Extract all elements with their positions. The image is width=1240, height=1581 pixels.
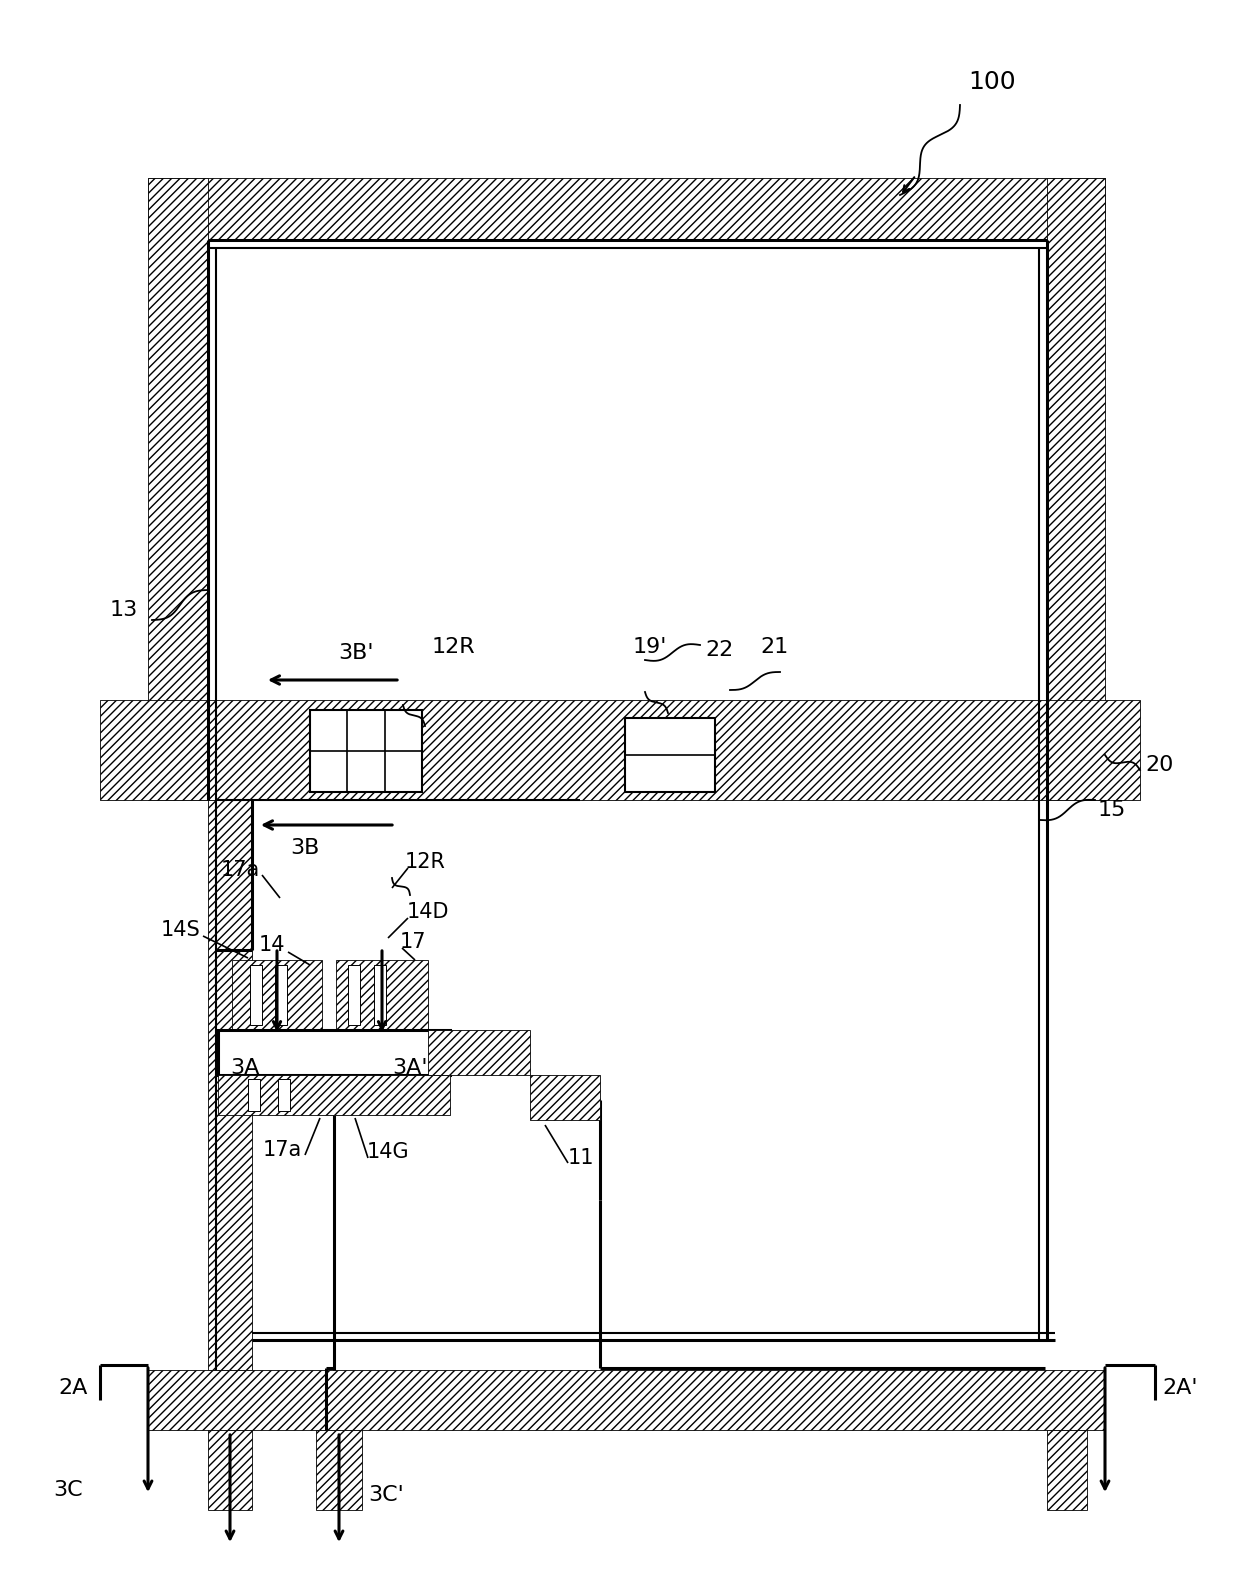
Bar bbox=[208, 800, 252, 1371]
Bar bbox=[316, 1429, 362, 1510]
Bar bbox=[248, 1078, 260, 1111]
Text: 3C': 3C' bbox=[368, 1485, 404, 1505]
Bar bbox=[1047, 1429, 1087, 1510]
Text: 15: 15 bbox=[1097, 800, 1126, 821]
Bar bbox=[1047, 179, 1105, 800]
Text: 2A: 2A bbox=[58, 1379, 88, 1398]
Text: 17a: 17a bbox=[221, 860, 260, 881]
Text: 14G: 14G bbox=[367, 1141, 409, 1162]
Text: 14D: 14D bbox=[407, 903, 449, 922]
Text: 3C: 3C bbox=[53, 1480, 83, 1500]
Bar bbox=[625, 718, 715, 792]
Text: 100: 100 bbox=[968, 70, 1016, 93]
Bar bbox=[529, 1075, 600, 1119]
Text: 17a: 17a bbox=[263, 1140, 303, 1160]
Text: 22: 22 bbox=[706, 640, 733, 659]
Bar bbox=[148, 179, 208, 800]
Text: 14S: 14S bbox=[160, 920, 200, 941]
Bar bbox=[148, 179, 1105, 240]
Bar bbox=[100, 700, 1140, 800]
Text: 13: 13 bbox=[110, 601, 138, 620]
Bar bbox=[374, 964, 386, 1024]
Text: 3B: 3B bbox=[290, 838, 320, 858]
Bar bbox=[218, 1029, 450, 1075]
Bar bbox=[232, 960, 322, 1029]
Bar bbox=[208, 1429, 252, 1510]
Bar bbox=[348, 964, 360, 1024]
Bar bbox=[218, 1075, 450, 1115]
Text: 12R: 12R bbox=[405, 852, 446, 873]
Text: 3A: 3A bbox=[231, 1058, 260, 1078]
Text: 12R: 12R bbox=[432, 637, 476, 658]
Bar bbox=[278, 1078, 290, 1111]
Bar bbox=[250, 964, 262, 1024]
Text: 3B': 3B' bbox=[339, 643, 373, 662]
Text: 20: 20 bbox=[1145, 756, 1173, 775]
Bar bbox=[428, 1029, 529, 1075]
Bar bbox=[336, 960, 428, 1029]
Text: 14: 14 bbox=[258, 934, 285, 955]
Bar bbox=[148, 1371, 1105, 1429]
Bar bbox=[310, 710, 422, 792]
Bar bbox=[275, 964, 286, 1024]
Text: 21: 21 bbox=[760, 637, 789, 658]
Text: 2A': 2A' bbox=[1162, 1379, 1198, 1398]
Text: 17: 17 bbox=[401, 933, 427, 952]
Text: 3A': 3A' bbox=[392, 1058, 428, 1078]
Text: 19': 19' bbox=[632, 637, 667, 658]
Text: 11: 11 bbox=[568, 1148, 594, 1168]
